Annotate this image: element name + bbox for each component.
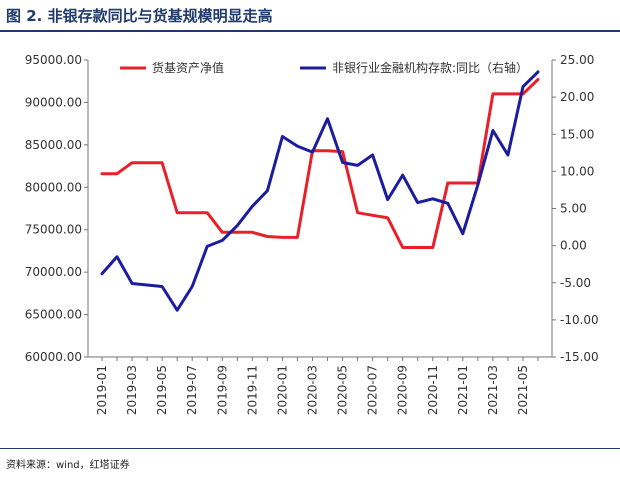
right-tick-label: -5.00 (560, 276, 591, 290)
right-tick-label: 15.00 (560, 127, 594, 141)
x-tick-label: 2019-05 (155, 365, 169, 415)
right-tick-label: 10.00 (560, 164, 594, 178)
x-tick-label: 2020-05 (336, 365, 350, 415)
series-line-money-fund-nav (100, 78, 540, 249)
x-tick-label: 2019-07 (185, 365, 199, 415)
left-tick-label: 60000.00 (25, 350, 82, 364)
x-tick-label: 2021-03 (486, 365, 500, 415)
chart-axes-layer: 95000.00 90000.00 85000.00 80000.00 75000.00… (25, 53, 599, 415)
chart-legend: 货基资产净值 非银行业金融机构存款:同比（右轴） (120, 60, 528, 75)
x-tick-label: 2020-01 (275, 365, 289, 415)
series-line-nonbank-deposits-yoy (100, 70, 540, 312)
left-tick-label: 65000.00 (25, 308, 82, 322)
dual-axis-line-chart: 95000.00 90000.00 85000.00 80000.00 75000.00… (25, 53, 599, 415)
legend-label-money-fund-nav: 货基资产净值 (152, 60, 224, 75)
right-tick-label: 25.00 (560, 53, 594, 67)
left-tick-label: 70000.00 (25, 265, 82, 279)
left-tick-label: 90000.00 (25, 95, 82, 109)
x-tick-label: 2020-07 (366, 365, 380, 415)
title-rule (0, 30, 620, 32)
x-tick-label: 2019-09 (215, 365, 229, 415)
left-tick-label: 95000.00 (25, 53, 82, 67)
x-tick-label: 2020-11 (426, 365, 440, 415)
right-tick-label: 20.00 (560, 90, 594, 104)
left-tick-label: 80000.00 (25, 180, 82, 194)
left-tick-label: 85000.00 (25, 138, 82, 152)
x-tick-label: 2019-01 (95, 365, 109, 415)
source-note: 资料来源：wind，红塔证券 (6, 460, 130, 471)
x-tick-label: 2020-03 (305, 365, 319, 415)
legend-label-nonbank-deposits-yoy: 非银行业金融机构存款:同比（右轴） (332, 60, 528, 75)
figure-title-bar: 图 2. 非银存款同比与货基规模明显走高 (0, 0, 620, 32)
figure-title: 图 2. 非银存款同比与货基规模明显走高 (6, 7, 273, 25)
right-tick-label: -15.00 (560, 350, 599, 364)
x-tick-label: 2021-01 (456, 365, 470, 415)
x-tick-label: 2020-09 (396, 365, 410, 415)
right-tick-label: 0.00 (560, 239, 587, 253)
right-tick-label: -10.00 (560, 313, 599, 327)
chart-series-layer (100, 70, 540, 312)
footer-rule (0, 448, 620, 449)
left-tick-label: 75000.00 (25, 223, 82, 237)
right-tick-label: 5.00 (560, 202, 587, 216)
x-tick-label: 2019-03 (125, 365, 139, 415)
x-tick-label: 2021-05 (516, 365, 530, 415)
x-tick-label: 2019-11 (245, 365, 259, 415)
